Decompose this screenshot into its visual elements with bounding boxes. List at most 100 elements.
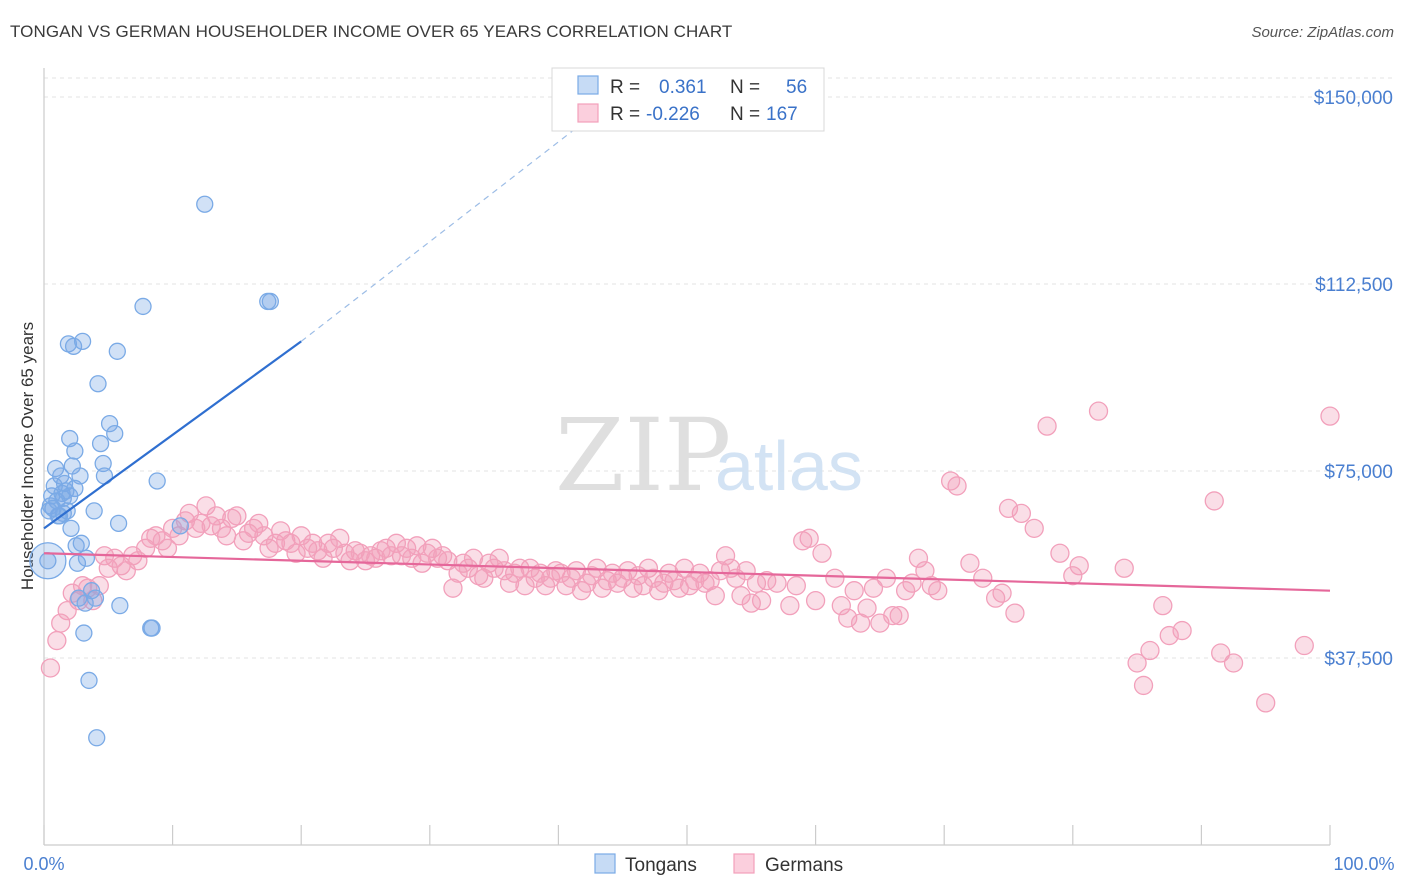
germans-point bbox=[825, 568, 845, 588]
germans-swatch bbox=[577, 103, 599, 123]
germans-point bbox=[1024, 518, 1044, 538]
germans-point bbox=[1127, 653, 1147, 673]
germans-point bbox=[286, 543, 306, 563]
germans-point bbox=[805, 591, 826, 611]
germans-point bbox=[313, 548, 333, 568]
tongans-point bbox=[100, 414, 119, 433]
germans-point bbox=[831, 595, 851, 616]
y-tick-label: $112,500 bbox=[1315, 275, 1393, 296]
germans-point bbox=[1294, 635, 1314, 656]
legend-tongans-swatch bbox=[594, 853, 616, 874]
germans-point bbox=[499, 573, 520, 593]
germans-point bbox=[40, 658, 61, 678]
germans-point bbox=[643, 568, 664, 588]
germans-point bbox=[863, 578, 884, 598]
germans-point bbox=[736, 561, 756, 581]
germans-point bbox=[1037, 416, 1057, 436]
tongans-point bbox=[91, 434, 110, 453]
y-axis-title: Householder Income Over 65 years bbox=[18, 322, 37, 590]
tongans-point bbox=[109, 514, 128, 533]
germans-point bbox=[731, 586, 751, 606]
tongans-point bbox=[85, 502, 103, 520]
legend: Tongans Germans bbox=[594, 853, 843, 876]
watermark: ZIP atlas bbox=[555, 397, 863, 514]
germans-point bbox=[340, 551, 360, 571]
germans-point bbox=[1050, 543, 1070, 563]
germans-trend-line bbox=[43, 552, 1331, 592]
tongans-point bbox=[148, 472, 166, 490]
tongans-point bbox=[88, 729, 106, 747]
germans-point bbox=[1153, 595, 1173, 616]
tongans-point bbox=[108, 342, 126, 360]
x-axis-ticks bbox=[43, 825, 1331, 845]
legend-tongans-label: Tongans bbox=[625, 855, 697, 876]
stat-r-value-2: -0.226 bbox=[646, 104, 700, 125]
germans-point bbox=[515, 576, 535, 596]
germans-point bbox=[940, 471, 961, 491]
tongans-point bbox=[73, 332, 92, 350]
y-tick-label: $75,000 bbox=[1324, 462, 1393, 483]
germans-point bbox=[985, 588, 1006, 608]
stat-r-value-1: 0.361 bbox=[659, 77, 707, 98]
germans-point bbox=[386, 533, 407, 553]
chart-title: TONGAN VS GERMAN HOUSEHOLDER INCOME OVER… bbox=[10, 22, 733, 41]
tongans-point bbox=[44, 499, 62, 518]
y-tick-label: $37,500 bbox=[1324, 649, 1393, 670]
germans-point bbox=[1204, 491, 1224, 511]
germans-point bbox=[259, 538, 279, 558]
germans-point bbox=[407, 536, 427, 556]
germans-point bbox=[1005, 603, 1025, 623]
germans-point bbox=[216, 526, 237, 546]
germans-point bbox=[1320, 406, 1340, 426]
germans-point bbox=[222, 508, 242, 529]
tongans-point bbox=[80, 671, 98, 690]
germans-point bbox=[883, 605, 903, 626]
stat-n-value-1: 56 bbox=[786, 77, 807, 98]
tongans-point bbox=[62, 519, 80, 537]
germans-point bbox=[458, 558, 479, 578]
germans-point bbox=[1172, 620, 1192, 641]
germans-point bbox=[895, 581, 916, 601]
germans-point bbox=[463, 548, 484, 568]
stat-n-value-2: 167 bbox=[766, 104, 798, 125]
y-axis-tick-labels: $150,000 $112,500 $75,000 $37,500 bbox=[1314, 88, 1393, 670]
germans-point bbox=[786, 576, 806, 596]
germans-point bbox=[141, 528, 161, 548]
legend-germans-swatch bbox=[733, 853, 755, 874]
legend-germans-label: Germans bbox=[765, 855, 843, 876]
germans-point bbox=[715, 546, 736, 566]
tongans-point bbox=[61, 487, 79, 505]
germans-point bbox=[947, 476, 967, 496]
stat-r-label-2: R = bbox=[610, 104, 640, 125]
germans-point bbox=[1063, 566, 1083, 586]
germans-point bbox=[443, 578, 463, 598]
germans-point bbox=[928, 581, 948, 601]
tongans-point bbox=[143, 619, 161, 637]
tongans-point bbox=[94, 454, 112, 473]
germans-point bbox=[780, 595, 800, 616]
germans-point bbox=[799, 528, 819, 548]
tongans-point bbox=[196, 195, 214, 213]
stat-r-label-1: R = bbox=[610, 77, 640, 98]
stat-n-label-2: N = bbox=[730, 104, 760, 125]
germans-point bbox=[857, 598, 877, 618]
germans-point bbox=[751, 591, 772, 611]
germans-point bbox=[381, 546, 401, 566]
germans-point bbox=[889, 605, 909, 626]
germans-point bbox=[695, 573, 715, 593]
germans-point bbox=[270, 521, 291, 541]
germans-point bbox=[330, 528, 350, 548]
germans-point bbox=[705, 586, 725, 606]
germans-point bbox=[1088, 401, 1109, 421]
germans-series bbox=[40, 401, 1340, 713]
watermark-atlas: atlas bbox=[715, 427, 863, 505]
tongans-trend-line bbox=[43, 340, 302, 530]
germans-point bbox=[206, 506, 226, 526]
germans-point bbox=[908, 548, 929, 568]
tongans-point bbox=[86, 589, 105, 607]
tongans-point bbox=[66, 442, 84, 460]
germans-point bbox=[1211, 643, 1231, 663]
germans-point bbox=[196, 496, 216, 516]
germans-point bbox=[276, 531, 296, 551]
